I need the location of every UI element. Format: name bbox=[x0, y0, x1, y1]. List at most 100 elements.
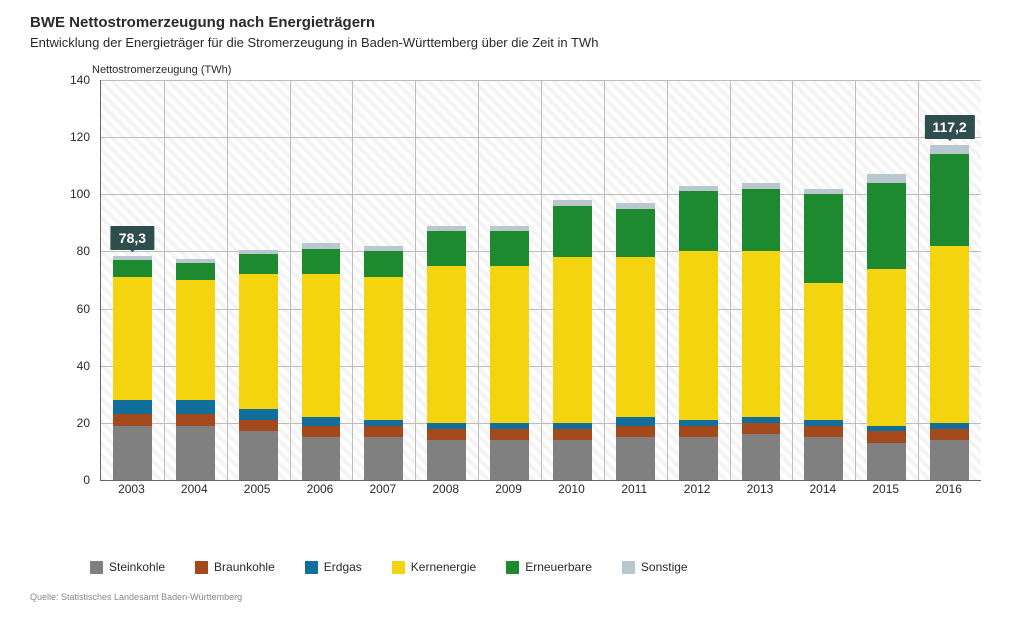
seg-sonstige bbox=[302, 243, 341, 249]
seg-steinkohle bbox=[616, 437, 655, 480]
x-tick-label: 2009 bbox=[495, 482, 522, 496]
x-tick-label: 2003 bbox=[118, 482, 145, 496]
seg-erdgas bbox=[427, 423, 466, 429]
seg-erneuerbare bbox=[113, 260, 152, 277]
x-tick-label: 2012 bbox=[684, 482, 711, 496]
seg-erneuerbare bbox=[176, 263, 215, 280]
bar-2011 bbox=[616, 80, 655, 480]
legend-label: Steinkohle bbox=[109, 560, 165, 574]
seg-erdgas bbox=[113, 400, 152, 414]
chart-subtitle: Entwicklung der Energieträger für die St… bbox=[30, 35, 1004, 50]
seg-erdgas bbox=[239, 409, 278, 420]
x-tick-label: 2016 bbox=[935, 482, 962, 496]
seg-erdgas bbox=[616, 417, 655, 426]
seg-erdgas bbox=[679, 420, 718, 426]
seg-braunkohle bbox=[616, 426, 655, 437]
seg-steinkohle bbox=[804, 437, 843, 480]
legend-swatch bbox=[195, 561, 208, 574]
y-tick-label: 100 bbox=[30, 187, 90, 201]
bar-2008 bbox=[427, 80, 466, 480]
seg-steinkohle bbox=[867, 443, 906, 480]
legend-swatch bbox=[392, 561, 405, 574]
bar-2003 bbox=[113, 80, 152, 480]
seg-kernenergie bbox=[176, 280, 215, 400]
legend-item-kernenergie: Kernenergie bbox=[392, 560, 476, 574]
seg-erneuerbare bbox=[679, 191, 718, 251]
bar-2014 bbox=[804, 80, 843, 480]
seg-braunkohle bbox=[930, 429, 969, 440]
seg-erdgas bbox=[364, 420, 403, 426]
bar-2005 bbox=[239, 80, 278, 480]
seg-braunkohle bbox=[804, 426, 843, 437]
seg-steinkohle bbox=[679, 437, 718, 480]
seg-kernenergie bbox=[239, 274, 278, 408]
seg-steinkohle bbox=[930, 440, 969, 480]
seg-erdgas bbox=[804, 420, 843, 426]
legend-item-steinkohle: Steinkohle bbox=[90, 560, 165, 574]
seg-steinkohle bbox=[553, 440, 592, 480]
seg-braunkohle bbox=[239, 420, 278, 431]
seg-erneuerbare bbox=[364, 251, 403, 277]
x-tick-label: 2014 bbox=[809, 482, 836, 496]
seg-kernenergie bbox=[679, 251, 718, 420]
x-tick-label: 2011 bbox=[621, 482, 647, 496]
seg-erdgas bbox=[930, 423, 969, 429]
seg-braunkohle bbox=[364, 426, 403, 437]
seg-erneuerbare bbox=[553, 206, 592, 257]
y-tick-label: 140 bbox=[30, 73, 90, 87]
seg-steinkohle bbox=[113, 426, 152, 480]
seg-erdgas bbox=[176, 400, 215, 414]
legend-item-sonstige: Sonstige bbox=[622, 560, 688, 574]
legend-swatch bbox=[90, 561, 103, 574]
seg-kernenergie bbox=[804, 283, 843, 420]
seg-sonstige bbox=[490, 226, 529, 232]
legend-swatch bbox=[506, 561, 519, 574]
legend: Steinkohle Braunkohle Erdgas Kernenergie Ern… bbox=[90, 560, 970, 574]
seg-erneuerbare bbox=[930, 154, 969, 245]
legend-label: Braunkohle bbox=[214, 560, 275, 574]
seg-kernenergie bbox=[364, 277, 403, 420]
seg-kernenergie bbox=[616, 257, 655, 417]
callout-label: 117,2 bbox=[924, 115, 974, 139]
legend-label: Erdgas bbox=[324, 560, 362, 574]
seg-erneuerbare bbox=[867, 183, 906, 269]
seg-kernenergie bbox=[113, 277, 152, 400]
seg-erneuerbare bbox=[742, 189, 781, 252]
seg-steinkohle bbox=[176, 426, 215, 480]
seg-steinkohle bbox=[742, 434, 781, 480]
y-axis-title: Nettostromerzeugung (TWh) bbox=[92, 64, 1004, 76]
seg-steinkohle bbox=[364, 437, 403, 480]
x-tick-label: 2015 bbox=[872, 482, 899, 496]
seg-erdgas bbox=[302, 417, 341, 426]
callout-label: 78,3 bbox=[111, 226, 154, 250]
seg-erneuerbare bbox=[804, 194, 843, 283]
seg-sonstige bbox=[742, 183, 781, 189]
footnote: Quelle: Statistisches Landesamt Baden-Wü… bbox=[30, 592, 242, 602]
seg-steinkohle bbox=[427, 440, 466, 480]
y-tick-label: 40 bbox=[30, 359, 90, 373]
seg-sonstige bbox=[679, 186, 718, 192]
legend-item-erdgas: Erdgas bbox=[305, 560, 362, 574]
seg-kernenergie bbox=[490, 266, 529, 423]
seg-erneuerbare bbox=[490, 231, 529, 265]
seg-sonstige bbox=[364, 246, 403, 252]
seg-erdgas bbox=[490, 423, 529, 429]
seg-braunkohle bbox=[176, 414, 215, 425]
legend-swatch bbox=[622, 561, 635, 574]
bar-2010 bbox=[553, 80, 592, 480]
bar-2007 bbox=[364, 80, 403, 480]
legend-label: Erneuerbare bbox=[525, 560, 592, 574]
x-tick-label: 2006 bbox=[307, 482, 334, 496]
x-tick-label: 2007 bbox=[369, 482, 396, 496]
x-tick-label: 2004 bbox=[181, 482, 208, 496]
bar-2009 bbox=[490, 80, 529, 480]
seg-kernenergie bbox=[302, 274, 341, 417]
chart-title: BWE Nettostromerzeugung nach Energieträg… bbox=[30, 14, 1004, 31]
bar-2012 bbox=[679, 80, 718, 480]
plot-area: 78,3 117,2 bbox=[100, 80, 981, 481]
bar-2015 bbox=[867, 80, 906, 480]
seg-kernenergie bbox=[427, 266, 466, 423]
seg-braunkohle bbox=[553, 429, 592, 440]
seg-sonstige bbox=[113, 256, 152, 260]
x-tick-label: 2005 bbox=[244, 482, 271, 496]
